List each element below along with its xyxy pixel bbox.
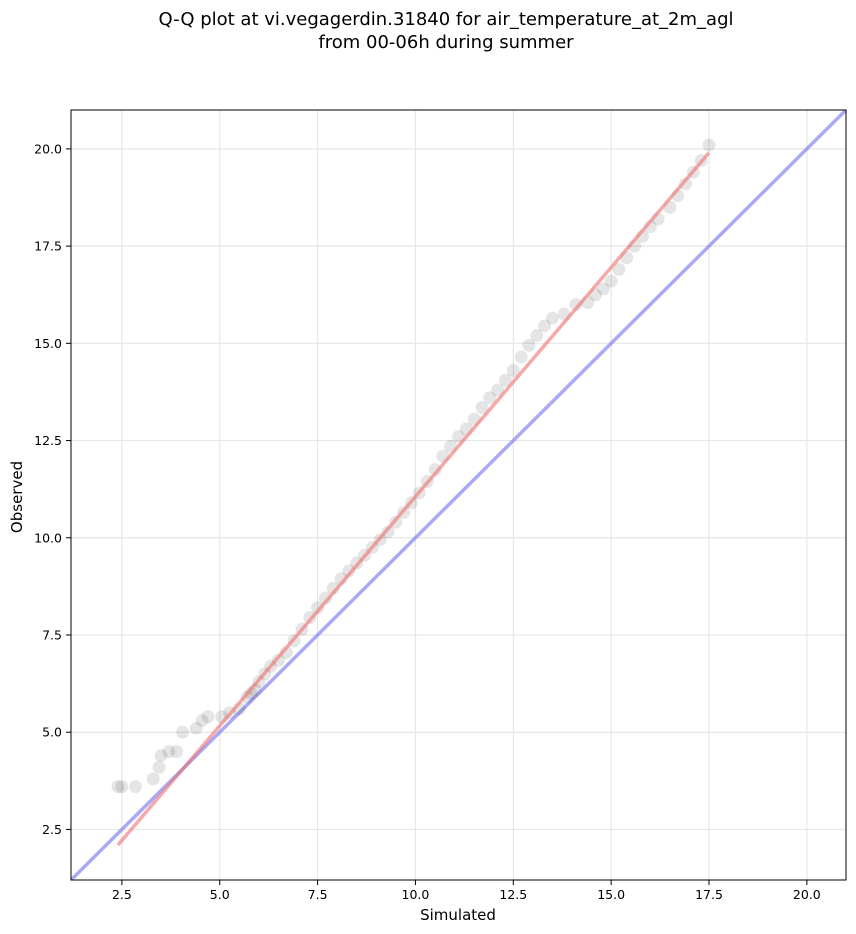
data-point-35 bbox=[381, 525, 395, 539]
y-tick-label-1: 5.0 bbox=[42, 725, 62, 740]
data-point-55 bbox=[538, 319, 552, 333]
data-point-48 bbox=[483, 391, 497, 405]
data-point-62 bbox=[604, 274, 618, 288]
data-point-16 bbox=[244, 686, 258, 700]
x-axis-label: Simulated bbox=[420, 906, 496, 924]
data-point-9 bbox=[189, 721, 203, 735]
y-tick-label-3: 10.0 bbox=[34, 530, 62, 545]
data-point-6 bbox=[162, 745, 176, 759]
data-point-8 bbox=[176, 725, 190, 739]
data-point-1 bbox=[115, 780, 129, 794]
x-axis-ticks: 2.5 5.0 7.5 10.0 12.5 15.0 17.5 20.0 bbox=[112, 880, 821, 902]
data-point-27 bbox=[318, 591, 332, 605]
y-tick-label-0: 2.5 bbox=[42, 822, 62, 837]
x-tick-label-3: 10.0 bbox=[402, 887, 430, 902]
y-axis-ticks: 2.5 5.0 7.5 10.0 12.5 15.0 17.5 20.0 bbox=[34, 141, 71, 837]
data-point-58 bbox=[569, 297, 583, 311]
data-point-0 bbox=[111, 780, 125, 794]
data-point-56 bbox=[545, 311, 559, 325]
data-point-51 bbox=[506, 364, 520, 378]
data-point-52 bbox=[514, 350, 528, 364]
data-point-5 bbox=[154, 749, 168, 763]
y-tick-label-4: 12.5 bbox=[34, 433, 62, 448]
data-point-74 bbox=[702, 138, 716, 152]
x-tick-label-5: 15.0 bbox=[597, 887, 625, 902]
data-point-4 bbox=[152, 760, 166, 774]
grid bbox=[71, 110, 846, 880]
data-point-50 bbox=[498, 373, 512, 387]
reference-line bbox=[71, 110, 846, 880]
data-point-41 bbox=[428, 463, 442, 477]
y-tick-label-7: 20.0 bbox=[34, 141, 62, 156]
data-point-2 bbox=[129, 780, 143, 794]
x-tick-label-7: 20.0 bbox=[793, 887, 821, 902]
fit-line bbox=[116, 151, 711, 847]
y-axis-label: Observed bbox=[8, 461, 26, 533]
y-tick-label-5: 15.0 bbox=[34, 336, 62, 351]
x-tick-label-2: 7.5 bbox=[308, 887, 328, 902]
x-tick-label-0: 2.5 bbox=[112, 887, 132, 902]
x-tick-label-1: 5.0 bbox=[210, 887, 230, 902]
fit-line-group bbox=[116, 151, 711, 847]
reference-line-group bbox=[71, 110, 846, 880]
chart-title-line1: Q-Q plot at vi.vegagerdin.31840 for air_… bbox=[159, 9, 734, 30]
data-point-47 bbox=[475, 401, 489, 414]
x-tick-label-4: 12.5 bbox=[499, 887, 527, 902]
data-point-54 bbox=[530, 329, 544, 343]
data-point-49 bbox=[491, 383, 505, 397]
data-point-3 bbox=[146, 772, 160, 786]
data-points bbox=[111, 138, 716, 794]
data-point-63 bbox=[612, 262, 626, 276]
data-point-11 bbox=[201, 710, 215, 724]
data-point-61 bbox=[596, 282, 610, 296]
data-point-71 bbox=[679, 177, 693, 191]
data-point-53 bbox=[522, 338, 536, 352]
data-point-7 bbox=[170, 745, 184, 759]
y-tick-label-2: 7.5 bbox=[42, 628, 62, 643]
data-point-30 bbox=[342, 564, 356, 578]
data-point-26 bbox=[311, 601, 325, 615]
chart-title-line2: from 00-06h during summer bbox=[318, 32, 574, 53]
y-tick-label-6: 17.5 bbox=[34, 239, 62, 254]
data-point-15 bbox=[240, 690, 254, 704]
data-point-10 bbox=[195, 714, 209, 728]
plot-frame bbox=[70, 109, 847, 881]
x-tick-label-6: 17.5 bbox=[695, 887, 723, 902]
